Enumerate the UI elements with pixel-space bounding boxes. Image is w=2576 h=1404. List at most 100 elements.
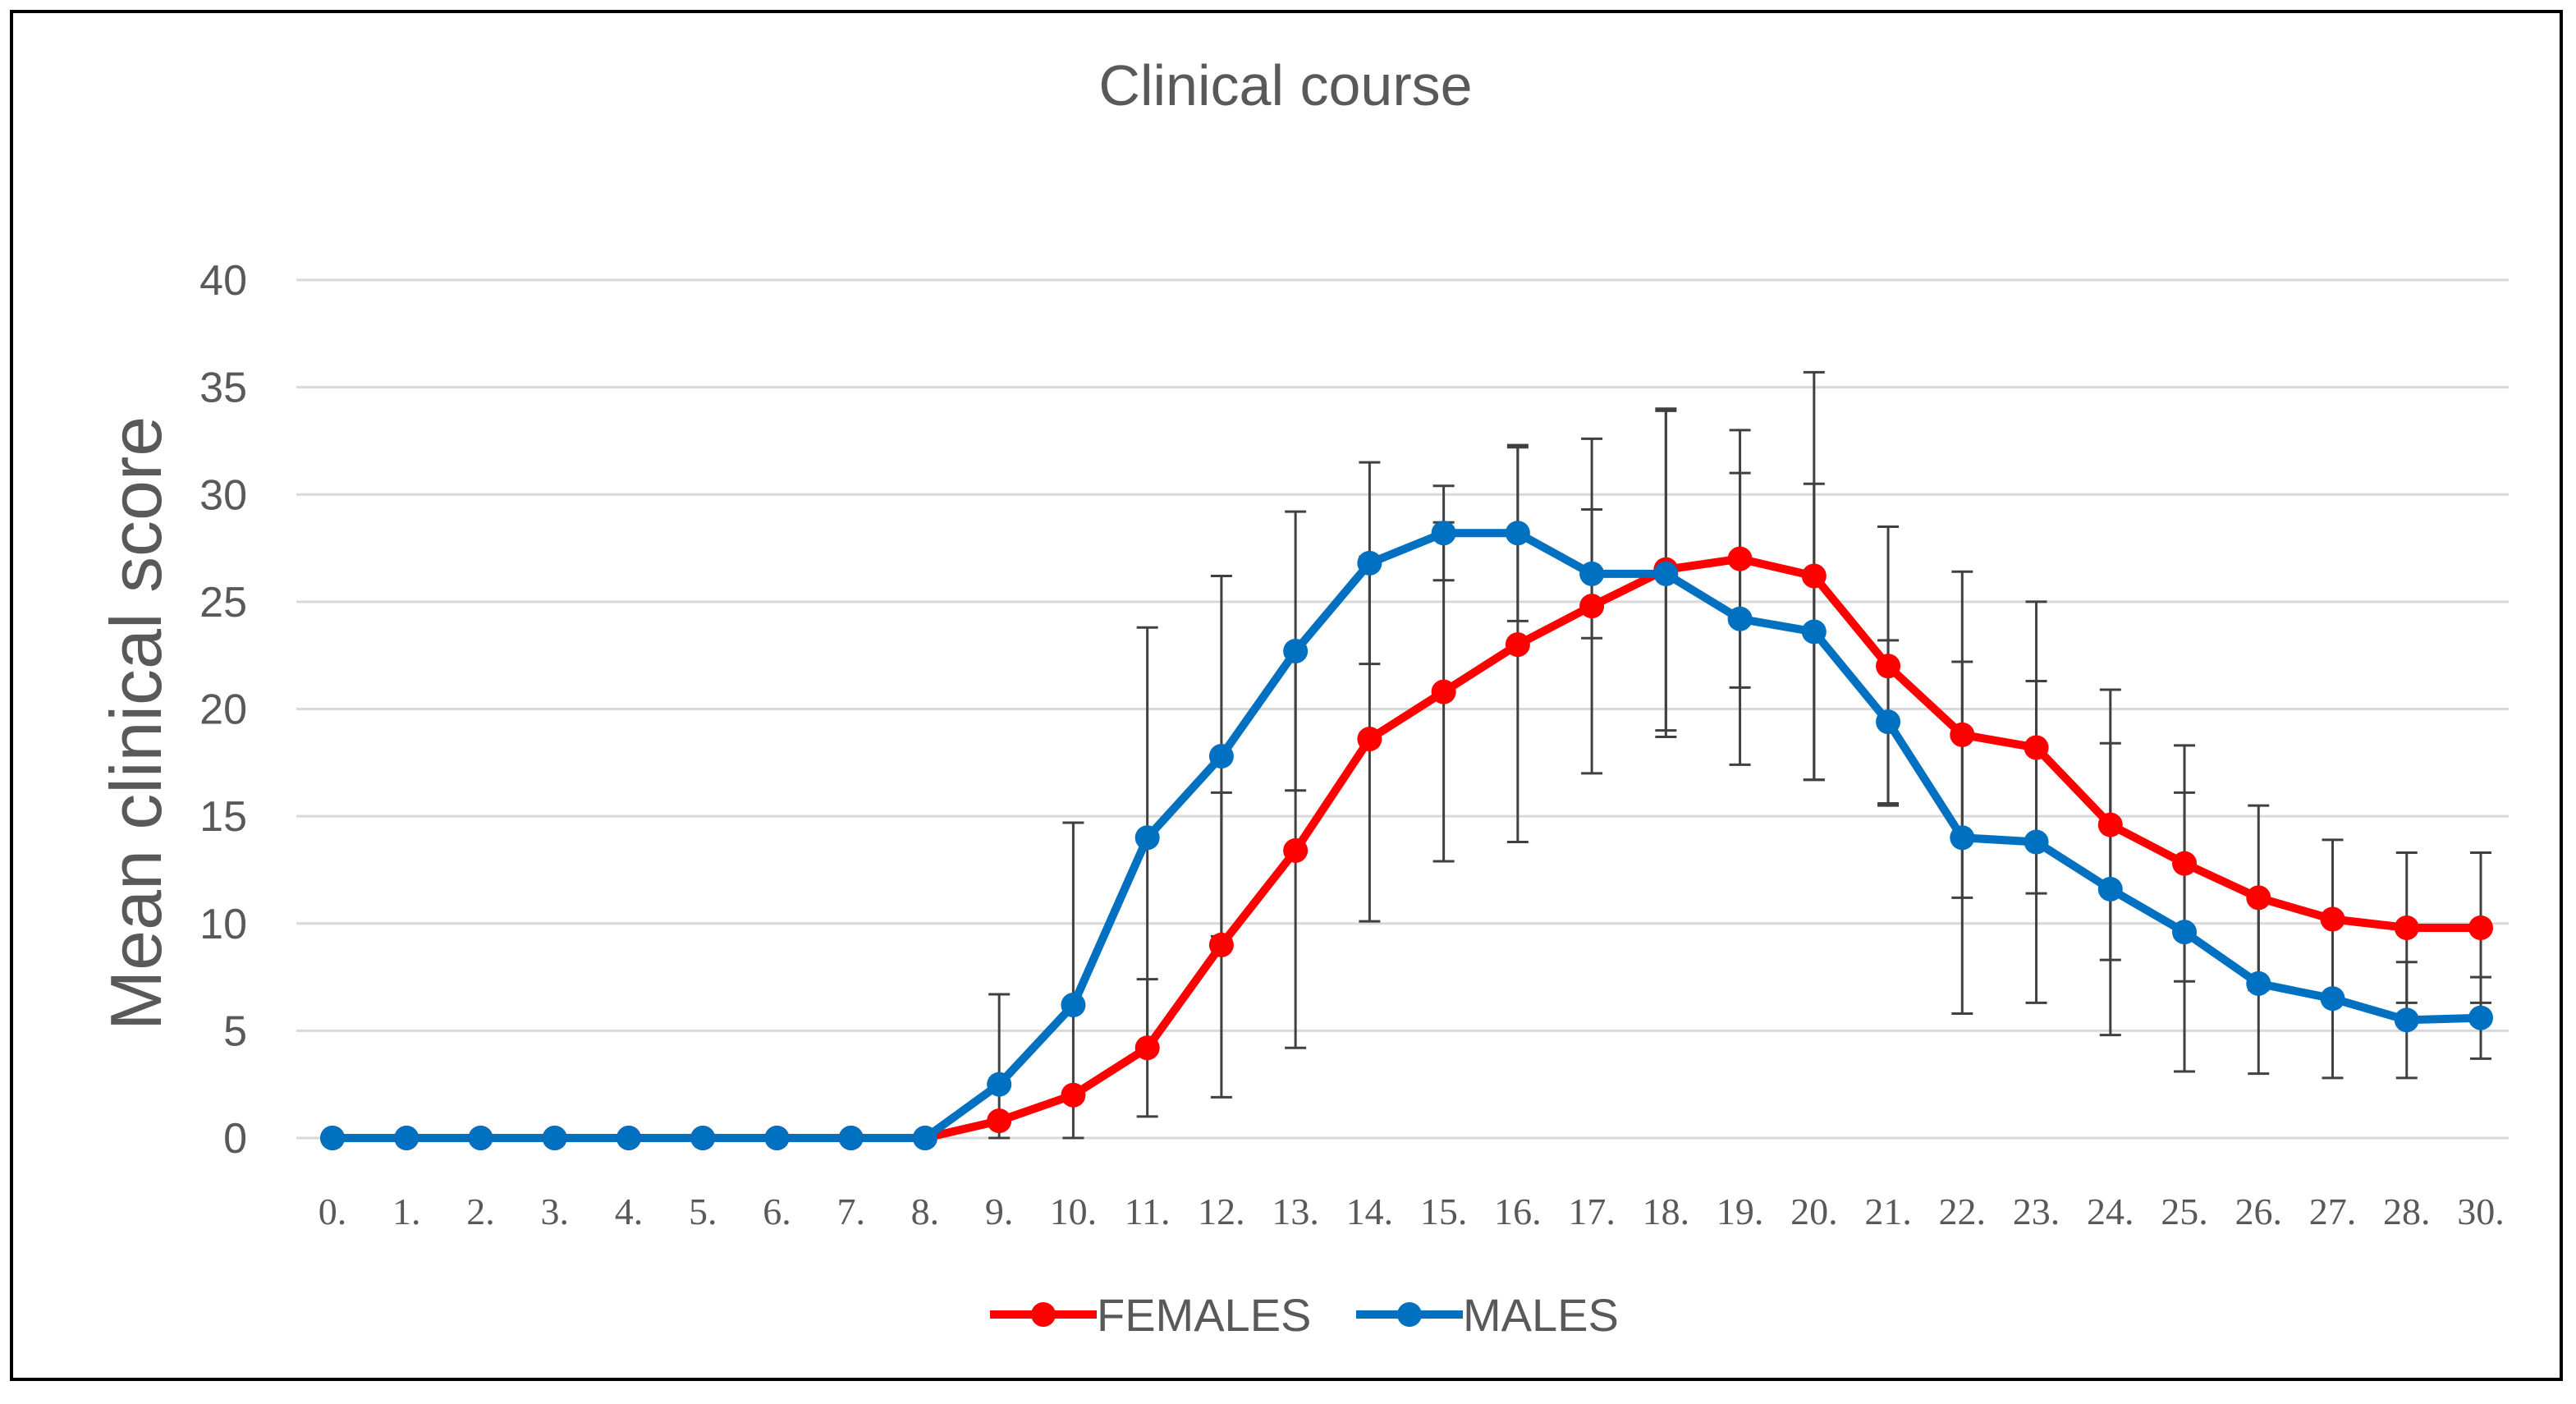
x-tick-label: 13. <box>1272 1191 1319 1232</box>
data-point-males <box>2246 970 2271 996</box>
x-tick-label: 11. <box>1125 1191 1171 1232</box>
x-tick-label: 9. <box>985 1191 1014 1232</box>
x-axis-ticks: 0. 1. 2. 3. 4. 5. 6. 7. 8. 9. 10. 11. 12. 13. 14. 15. 16… <box>319 1191 2505 1232</box>
series-line-females <box>328 554 2485 1142</box>
data-point-females <box>1431 679 1456 704</box>
data-point-females <box>1357 727 1382 752</box>
chart-title: Clinical course <box>1098 53 1472 117</box>
x-tick-label: 30. <box>2457 1191 2505 1232</box>
x-tick-label: 17. <box>1568 1191 1616 1232</box>
x-tick-label: 10. <box>1050 1191 1098 1232</box>
data-point-males <box>2320 986 2345 1012</box>
x-tick-label: 21. <box>1864 1191 1912 1232</box>
data-point-males <box>2024 829 2049 855</box>
legend-swatch-marker <box>1031 1302 1056 1327</box>
x-tick-label: 7. <box>837 1191 865 1232</box>
y-axis-label: Mean clinical score <box>95 416 176 1030</box>
legend: FEMALES MALES <box>990 1289 1619 1341</box>
data-point-males <box>2172 920 2198 945</box>
data-point-males <box>1134 825 1160 851</box>
series-line-males <box>328 529 2485 1142</box>
series-markers <box>320 521 2493 1150</box>
data-point-males <box>542 1126 567 1150</box>
x-tick-label: 2. <box>466 1191 495 1232</box>
data-point-males <box>1357 550 1382 576</box>
x-tick-label: 1. <box>392 1191 421 1232</box>
y-tick-label: 30 <box>199 471 247 519</box>
x-tick-label: 18. <box>1643 1191 1690 1232</box>
legend-label: FEMALES <box>1097 1289 1311 1341</box>
y-tick-label: 25 <box>199 579 247 626</box>
x-tick-label: 6. <box>763 1191 791 1232</box>
data-point-females <box>2394 915 2419 940</box>
y-axis-ticks: 0 5 10 15 20 25 30 35 40 <box>199 257 247 1163</box>
data-point-males <box>838 1126 864 1150</box>
data-point-females <box>2024 735 2049 760</box>
data-point-males <box>616 1126 641 1150</box>
x-tick-label: 4. <box>615 1191 644 1232</box>
data-point-males <box>1950 825 1975 851</box>
data-point-females <box>1579 594 1605 619</box>
x-tick-label: 15. <box>1420 1191 1468 1232</box>
data-point-males <box>468 1126 493 1150</box>
data-point-females <box>1208 932 1234 957</box>
x-tick-label: 26. <box>2235 1191 2283 1232</box>
chart-area: Clinical course 0 5 10 15 20 25 30 35 40 0. 1. 2. 3… <box>95 53 2509 1341</box>
data-point-females <box>1950 722 1975 747</box>
x-tick-label: 12. <box>1198 1191 1245 1232</box>
x-tick-label: 24. <box>2087 1191 2134 1232</box>
data-point-males <box>1876 709 1901 735</box>
data-point-males <box>987 1071 1012 1097</box>
x-tick-label: 5. <box>689 1191 717 1232</box>
data-point-males <box>320 1126 345 1150</box>
y-tick-label: 40 <box>199 257 247 305</box>
y-tick-label: 15 <box>199 793 247 841</box>
data-point-females <box>1061 1082 1086 1108</box>
x-tick-label: 0. <box>319 1191 347 1232</box>
data-point-males <box>912 1126 937 1150</box>
data-point-males <box>1431 521 1456 546</box>
x-tick-label: 14. <box>1346 1191 1394 1232</box>
data-point-males <box>1283 638 1309 663</box>
y-tick-label: 5 <box>223 1007 247 1055</box>
x-tick-label: 3. <box>540 1191 569 1232</box>
x-tick-label: 22. <box>1939 1191 1987 1232</box>
x-tick-label: 16. <box>1494 1191 1542 1232</box>
data-point-males <box>690 1126 716 1150</box>
x-tick-label: 23. <box>2013 1191 2060 1232</box>
x-tick-label: 19. <box>1717 1191 1764 1232</box>
y-tick-label: 20 <box>199 686 247 734</box>
data-point-males <box>2097 876 2123 902</box>
data-point-males <box>764 1126 790 1150</box>
data-point-females <box>1505 632 1530 658</box>
data-point-males <box>2394 1007 2419 1033</box>
data-point-males <box>1801 619 1827 645</box>
data-point-females <box>2246 885 2271 911</box>
y-tick-label: 10 <box>199 901 247 948</box>
data-point-females <box>987 1108 1012 1134</box>
data-point-males <box>1653 561 1679 586</box>
data-point-females <box>1134 1035 1160 1061</box>
legend-item-females: FEMALES <box>990 1289 1311 1341</box>
data-point-females <box>1801 563 1827 589</box>
x-tick-label: 20. <box>1790 1191 1838 1232</box>
series-lines <box>328 529 2485 1142</box>
data-point-females <box>2172 851 2198 876</box>
data-point-females <box>1876 654 1901 679</box>
x-tick-label: 25. <box>2161 1191 2208 1232</box>
data-point-males <box>1061 993 1086 1018</box>
data-point-females <box>2468 915 2493 940</box>
legend-label: MALES <box>1463 1289 1619 1341</box>
legend-item-males: MALES <box>1356 1289 1619 1341</box>
data-point-females <box>1727 546 1753 571</box>
y-tick-label: 35 <box>199 365 247 412</box>
data-point-males <box>394 1126 419 1150</box>
data-point-females <box>2320 906 2345 932</box>
data-point-females <box>2097 812 2123 837</box>
legend-swatch-marker <box>1397 1302 1422 1327</box>
data-point-males <box>2468 1005 2493 1030</box>
x-tick-label: 28. <box>2383 1191 2431 1232</box>
y-tick-label: 0 <box>223 1115 247 1163</box>
data-point-males <box>1727 606 1753 631</box>
data-point-males <box>1579 561 1605 586</box>
